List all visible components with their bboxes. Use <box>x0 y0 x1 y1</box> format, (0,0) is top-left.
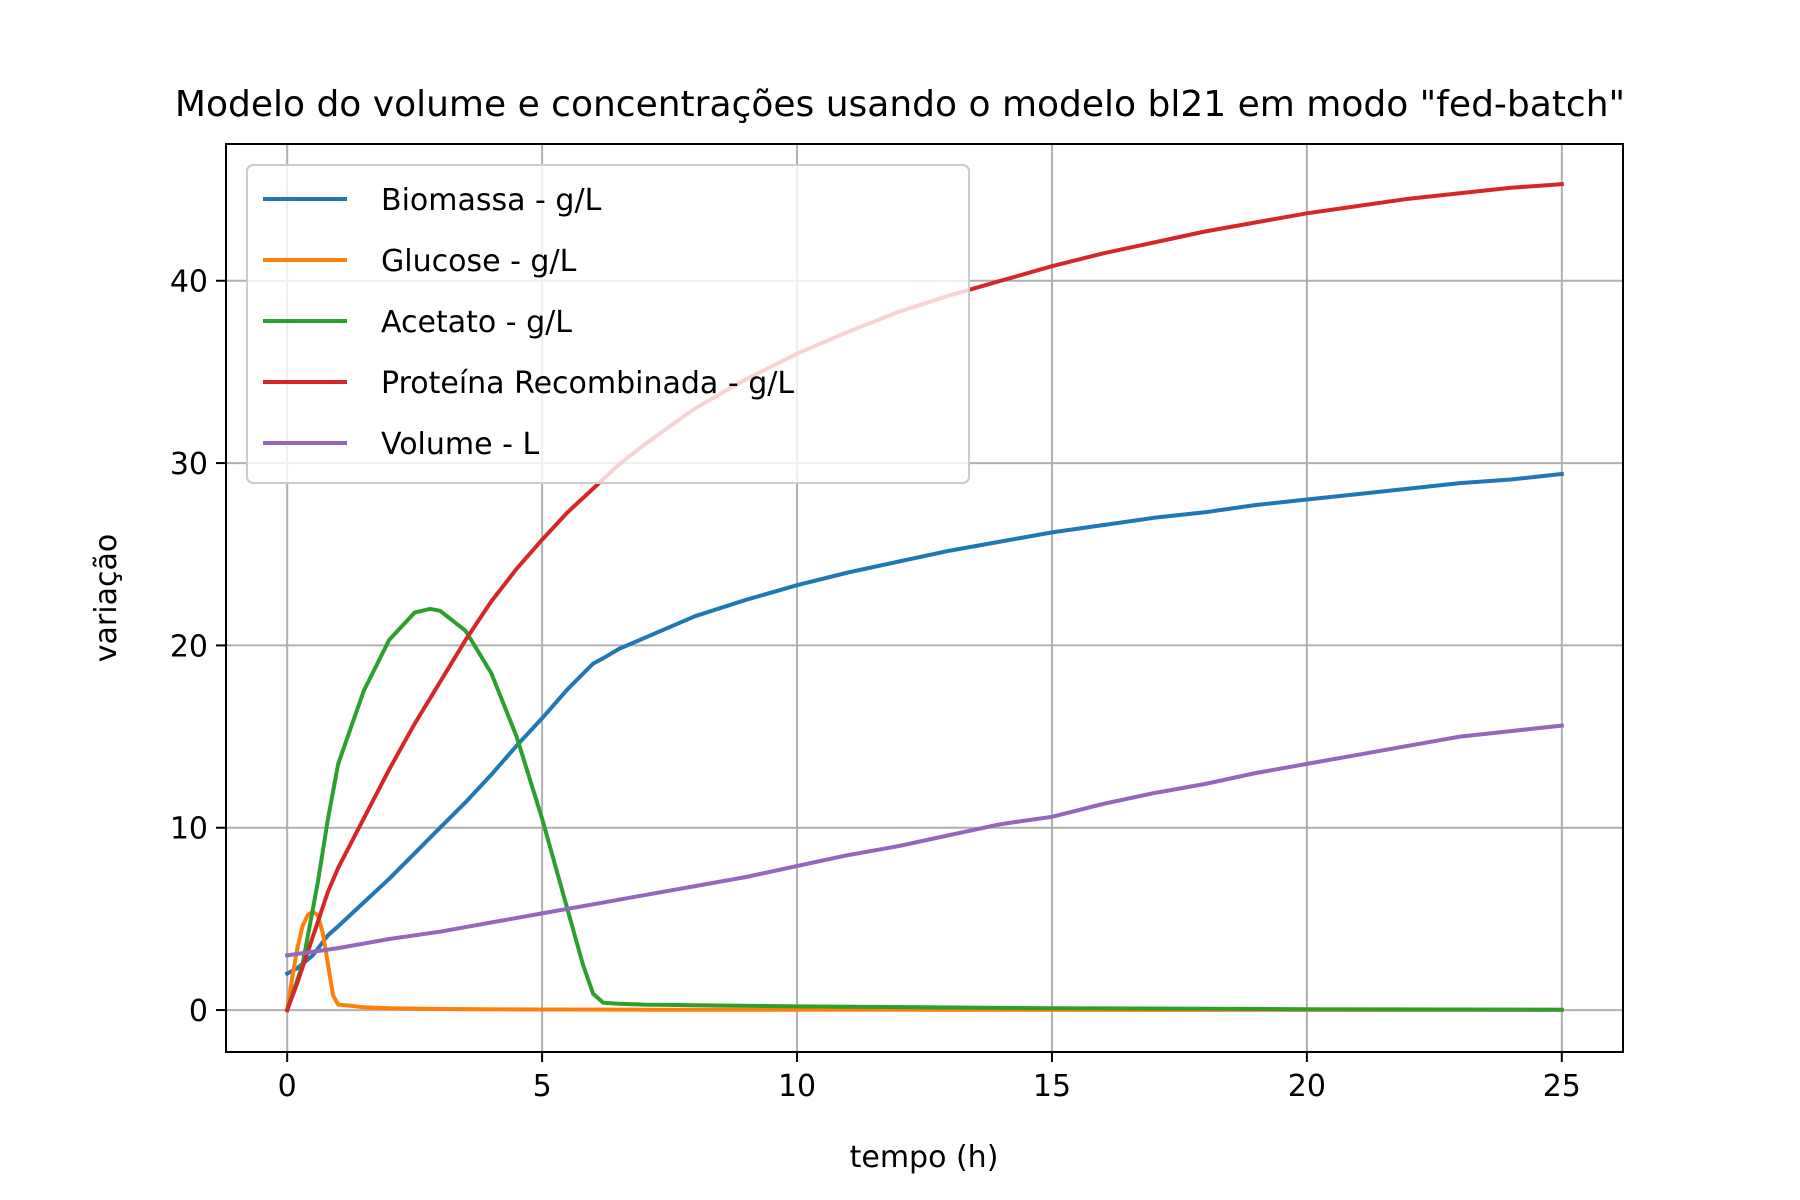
x-tick-label: 20 <box>1288 1069 1326 1104</box>
y-tick-label: 0 <box>189 994 208 1029</box>
x-tick-label: 0 <box>278 1069 297 1104</box>
legend-label: Glucose - g/L <box>381 244 577 279</box>
y-axis-label: variação <box>89 534 124 662</box>
legend-label: Biomassa - g/L <box>381 183 602 218</box>
x-tick-label: 15 <box>1033 1069 1071 1104</box>
y-tick-label: 30 <box>170 447 208 482</box>
legend: Biomassa - g/L Glucose - g/L Acetato - g/L… <box>246 164 970 484</box>
x-axis-label: tempo (h) <box>850 1140 999 1175</box>
y-tick-label: 10 <box>170 812 208 847</box>
x-tick-label: 10 <box>778 1069 816 1104</box>
chart-title: Modelo do volume e concentrações usando … <box>175 84 1625 125</box>
series-line-4 <box>284 723 1565 958</box>
series-line-0 <box>284 471 1565 977</box>
series-line-2 <box>284 606 1564 1013</box>
legend-box <box>246 164 970 484</box>
x-tick-label: 25 <box>1543 1069 1581 1104</box>
legend-label: Acetato - g/L <box>381 305 572 340</box>
y-tick-label: 40 <box>170 265 208 300</box>
legend-label: Volume - L <box>381 427 539 462</box>
series-line-1 <box>284 909 1564 1013</box>
plot-frame <box>225 143 1624 1053</box>
legend-label: Proteína Recombinada - g/L <box>381 366 794 401</box>
ticks: 0 5 10 15 20 25 0 10 20 30 40 <box>170 265 1581 1104</box>
x-tick-label: 5 <box>533 1069 552 1104</box>
y-tick-label: 20 <box>170 629 208 664</box>
